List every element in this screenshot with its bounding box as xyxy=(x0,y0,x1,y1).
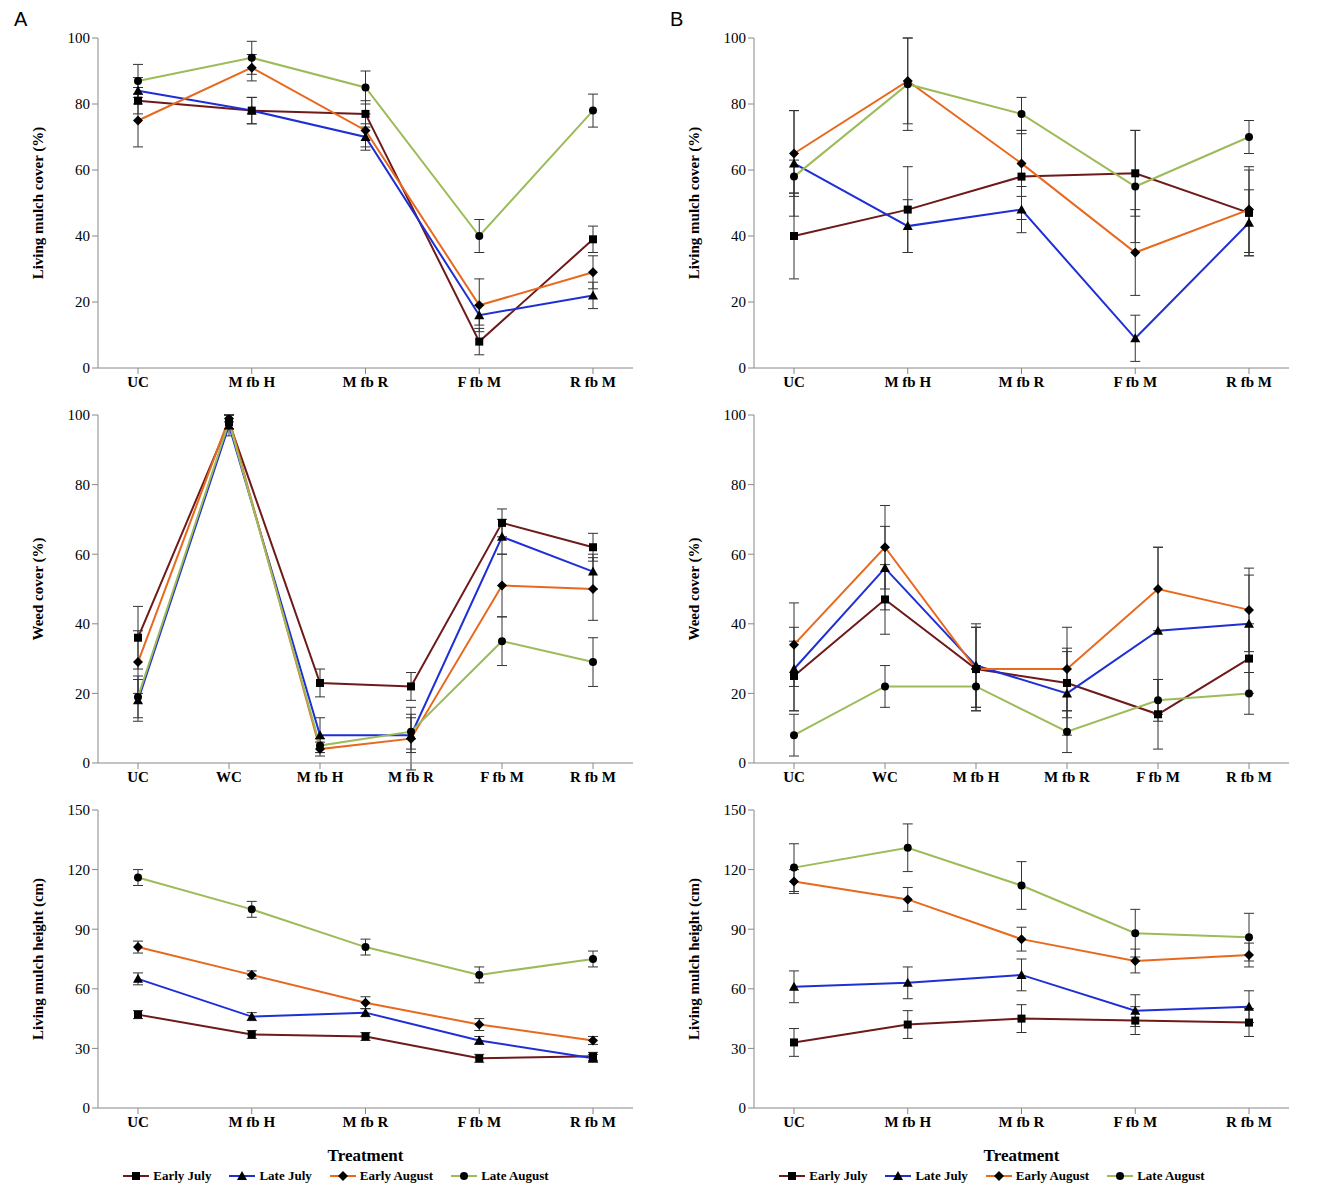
svg-text:Living mulch cover (%): Living mulch cover (%) xyxy=(686,127,703,280)
svg-text:UC: UC xyxy=(783,374,805,390)
svg-text:Weed cover (%): Weed cover (%) xyxy=(30,537,47,640)
svg-text:F fb M: F fb M xyxy=(1113,1114,1157,1130)
svg-text:0: 0 xyxy=(739,1100,747,1116)
svg-text:90: 90 xyxy=(731,922,746,938)
svg-text:WC: WC xyxy=(216,769,242,785)
svg-text:100: 100 xyxy=(724,407,747,423)
svg-text:R fb M: R fb M xyxy=(1226,374,1272,390)
svg-text:F fb M: F fb M xyxy=(457,374,501,390)
html-text:Late July: Late July xyxy=(259,1168,312,1183)
svg-text:0: 0 xyxy=(83,755,91,771)
svg-text:40: 40 xyxy=(731,228,746,244)
svg-text:40: 40 xyxy=(731,616,746,632)
svg-text:60: 60 xyxy=(731,162,746,178)
svg-text:150: 150 xyxy=(68,802,91,818)
svg-text:M fb R: M fb R xyxy=(999,1114,1045,1130)
html-text:Early August: Early August xyxy=(1015,1168,1090,1183)
svg-text:M fb H: M fb H xyxy=(884,1114,931,1130)
svg-text:120: 120 xyxy=(68,862,91,878)
svg-text:60: 60 xyxy=(731,981,746,997)
html-text:Late July: Late July xyxy=(915,1168,968,1183)
svg-text:M fb H: M fb H xyxy=(884,374,931,390)
svg-text:100: 100 xyxy=(68,30,91,46)
svg-text:M fb H: M fb H xyxy=(228,374,275,390)
html-text:Late August: Late August xyxy=(1137,1168,1205,1183)
svg-text:F fb M: F fb M xyxy=(1136,769,1180,785)
svg-text:80: 80 xyxy=(731,477,746,493)
svg-text:R fb M: R fb M xyxy=(1226,1114,1272,1130)
svg-text:20: 20 xyxy=(731,294,746,310)
svg-text:0: 0 xyxy=(83,360,91,376)
html-text:Early July: Early July xyxy=(153,1168,212,1183)
svg-text:UC: UC xyxy=(127,374,149,390)
svg-text:150: 150 xyxy=(724,802,747,818)
svg-text:20: 20 xyxy=(731,686,746,702)
svg-text:0: 0 xyxy=(739,755,747,771)
html-text:Early August: Early August xyxy=(359,1168,434,1183)
svg-text:80: 80 xyxy=(75,477,90,493)
svg-text:0: 0 xyxy=(739,360,747,376)
svg-text:60: 60 xyxy=(75,981,90,997)
svg-text:Living mulch height (cm): Living mulch height (cm) xyxy=(686,878,703,1040)
svg-text:R fb M: R fb M xyxy=(570,769,616,785)
svg-text:F fb M: F fb M xyxy=(1113,374,1157,390)
svg-text:80: 80 xyxy=(731,96,746,112)
svg-text:F fb M: F fb M xyxy=(480,769,524,785)
svg-text:20: 20 xyxy=(75,294,90,310)
svg-text:WC: WC xyxy=(872,769,898,785)
svg-text:Living mulch height (cm): Living mulch height (cm) xyxy=(30,878,47,1040)
svg-text:Treatment: Treatment xyxy=(328,1146,404,1165)
svg-text:30: 30 xyxy=(731,1041,746,1057)
svg-text:UC: UC xyxy=(783,1114,805,1130)
svg-text:F fb M: F fb M xyxy=(457,1114,501,1130)
svg-text:Weed cover (%): Weed cover (%) xyxy=(686,537,703,640)
svg-text:60: 60 xyxy=(731,547,746,563)
svg-text:M fb R: M fb R xyxy=(343,374,389,390)
svg-text:Living mulch cover (%): Living mulch cover (%) xyxy=(30,127,47,280)
svg-text:M fb H: M fb H xyxy=(953,769,1000,785)
svg-text:40: 40 xyxy=(75,228,90,244)
svg-text:0: 0 xyxy=(83,1100,91,1116)
svg-text:40: 40 xyxy=(75,616,90,632)
html-text:Late August: Late August xyxy=(481,1168,549,1183)
svg-text:M fb R: M fb R xyxy=(999,374,1045,390)
svg-text:100: 100 xyxy=(724,30,747,46)
svg-text:M fb R: M fb R xyxy=(1044,769,1090,785)
svg-text:M fb R: M fb R xyxy=(343,1114,389,1130)
svg-text:M fb H: M fb H xyxy=(228,1114,275,1130)
svg-text:80: 80 xyxy=(75,96,90,112)
svg-text:UC: UC xyxy=(783,769,805,785)
svg-text:Treatment: Treatment xyxy=(984,1146,1060,1165)
html-text:B: B xyxy=(670,8,684,30)
svg-text:UC: UC xyxy=(127,769,149,785)
svg-text:M fb H: M fb H xyxy=(297,769,344,785)
svg-text:20: 20 xyxy=(75,686,90,702)
svg-text:100: 100 xyxy=(68,407,91,423)
svg-text:60: 60 xyxy=(75,162,90,178)
svg-text:R fb M: R fb M xyxy=(570,374,616,390)
svg-text:60: 60 xyxy=(75,547,90,563)
html-text:Early July: Early July xyxy=(809,1168,868,1183)
svg-text:90: 90 xyxy=(75,922,90,938)
svg-text:M fb R: M fb R xyxy=(388,769,434,785)
svg-text:R fb M: R fb M xyxy=(1226,769,1272,785)
svg-text:30: 30 xyxy=(75,1041,90,1057)
html-text:A: A xyxy=(14,8,28,30)
svg-text:120: 120 xyxy=(724,862,747,878)
svg-text:R fb M: R fb M xyxy=(570,1114,616,1130)
svg-text:UC: UC xyxy=(127,1114,149,1130)
